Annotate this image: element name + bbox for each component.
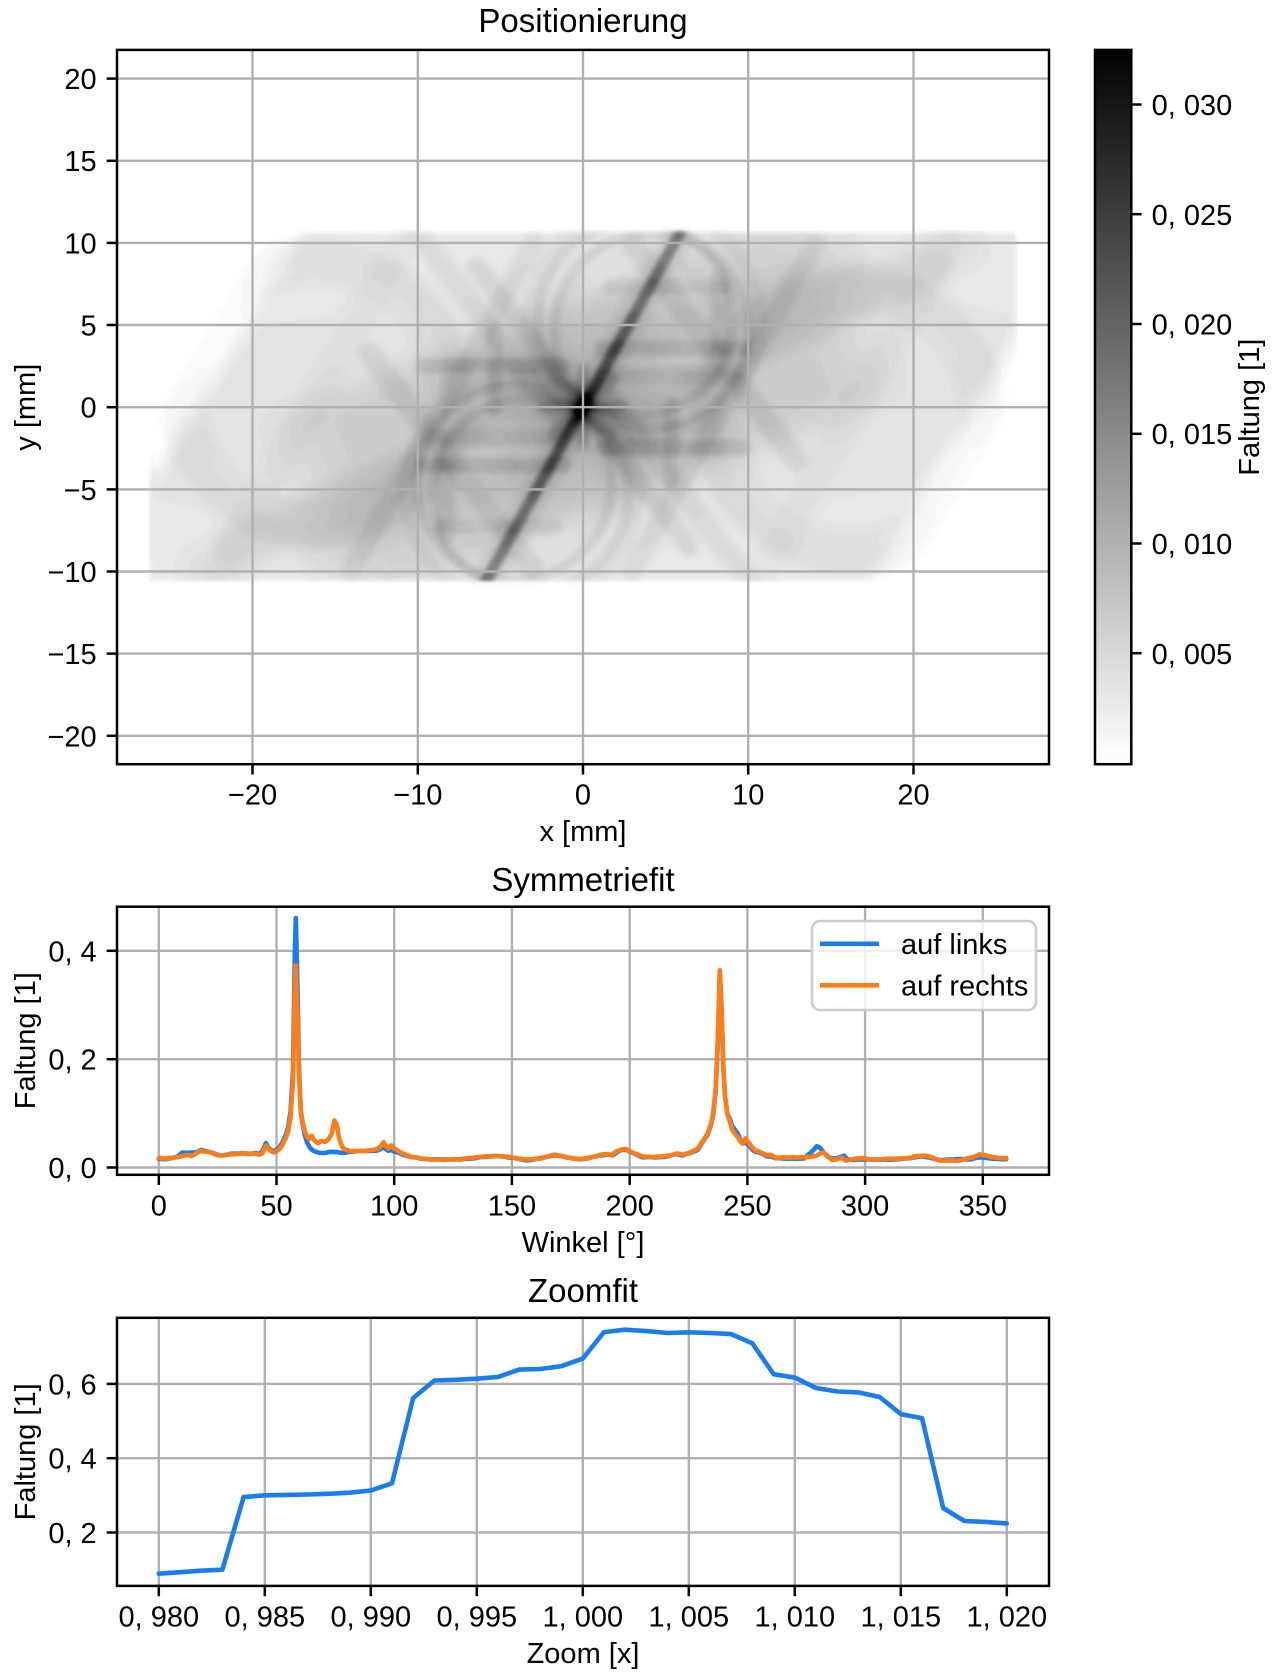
svg-text:−10: −10 (393, 780, 442, 812)
svg-text:−20: −20 (228, 780, 277, 812)
svg-text:y [mm]: y [mm] (10, 364, 42, 451)
svg-text:0, 6: 0, 6 (48, 1369, 96, 1401)
svg-text:0, 025: 0, 025 (1152, 200, 1233, 232)
svg-text:300: 300 (841, 1190, 889, 1222)
svg-text:0, 0: 0, 0 (48, 1153, 96, 1185)
svg-text:Zoom [x]: Zoom [x] (527, 1638, 640, 1670)
svg-text:Zoomfit: Zoomfit (528, 1272, 638, 1309)
svg-text:0, 015: 0, 015 (1152, 419, 1233, 451)
svg-text:100: 100 (370, 1190, 418, 1222)
svg-text:0, 005: 0, 005 (1152, 639, 1233, 671)
svg-text:5: 5 (81, 311, 97, 343)
svg-text:−10: −10 (47, 557, 96, 589)
svg-text:0, 985: 0, 985 (224, 1601, 305, 1633)
svg-text:150: 150 (488, 1190, 536, 1222)
svg-text:0, 4: 0, 4 (48, 1444, 96, 1476)
svg-text:10: 10 (732, 780, 764, 812)
svg-text:15: 15 (64, 146, 96, 178)
svg-text:0, 990: 0, 990 (330, 1601, 411, 1633)
svg-text:auf rechts: auf rechts (901, 971, 1028, 1003)
svg-text:x [mm]: x [mm] (540, 816, 627, 848)
svg-text:1, 005: 1, 005 (648, 1601, 729, 1633)
svg-text:Symmetriefit: Symmetriefit (491, 861, 674, 898)
svg-text:−20: −20 (47, 721, 96, 753)
svg-text:0: 0 (575, 780, 591, 812)
svg-text:20: 20 (64, 64, 96, 96)
svg-text:1, 010: 1, 010 (754, 1601, 835, 1633)
svg-text:−5: −5 (64, 475, 97, 507)
svg-text:Positionierung: Positionierung (478, 2, 687, 39)
svg-text:10: 10 (64, 228, 96, 260)
svg-text:1, 000: 1, 000 (542, 1601, 623, 1633)
svg-text:Winkel [°]: Winkel [°] (522, 1227, 645, 1259)
svg-text:Faltung [1]: Faltung [1] (1234, 339, 1266, 476)
svg-text:0, 030: 0, 030 (1152, 90, 1233, 122)
svg-text:auf links: auf links (901, 929, 1007, 961)
svg-text:0: 0 (151, 1190, 167, 1222)
svg-text:0, 2: 0, 2 (48, 1518, 96, 1550)
svg-text:0, 020: 0, 020 (1152, 310, 1233, 342)
svg-text:50: 50 (260, 1190, 292, 1222)
svg-text:0, 2: 0, 2 (48, 1045, 96, 1077)
svg-text:350: 350 (959, 1190, 1007, 1222)
svg-text:0, 980: 0, 980 (118, 1601, 199, 1633)
svg-text:Faltung [1]: Faltung [1] (10, 972, 42, 1109)
svg-text:0: 0 (81, 393, 97, 425)
svg-text:−15: −15 (47, 639, 96, 671)
svg-text:Faltung [1]: Faltung [1] (10, 1383, 42, 1520)
svg-text:0, 010: 0, 010 (1152, 529, 1233, 561)
svg-text:20: 20 (897, 780, 929, 812)
svg-text:200: 200 (606, 1190, 654, 1222)
svg-text:250: 250 (723, 1190, 771, 1222)
svg-text:1, 020: 1, 020 (966, 1601, 1047, 1633)
svg-text:0, 4: 0, 4 (48, 936, 96, 968)
svg-text:1, 015: 1, 015 (860, 1601, 941, 1633)
svg-text:0, 995: 0, 995 (436, 1601, 517, 1633)
